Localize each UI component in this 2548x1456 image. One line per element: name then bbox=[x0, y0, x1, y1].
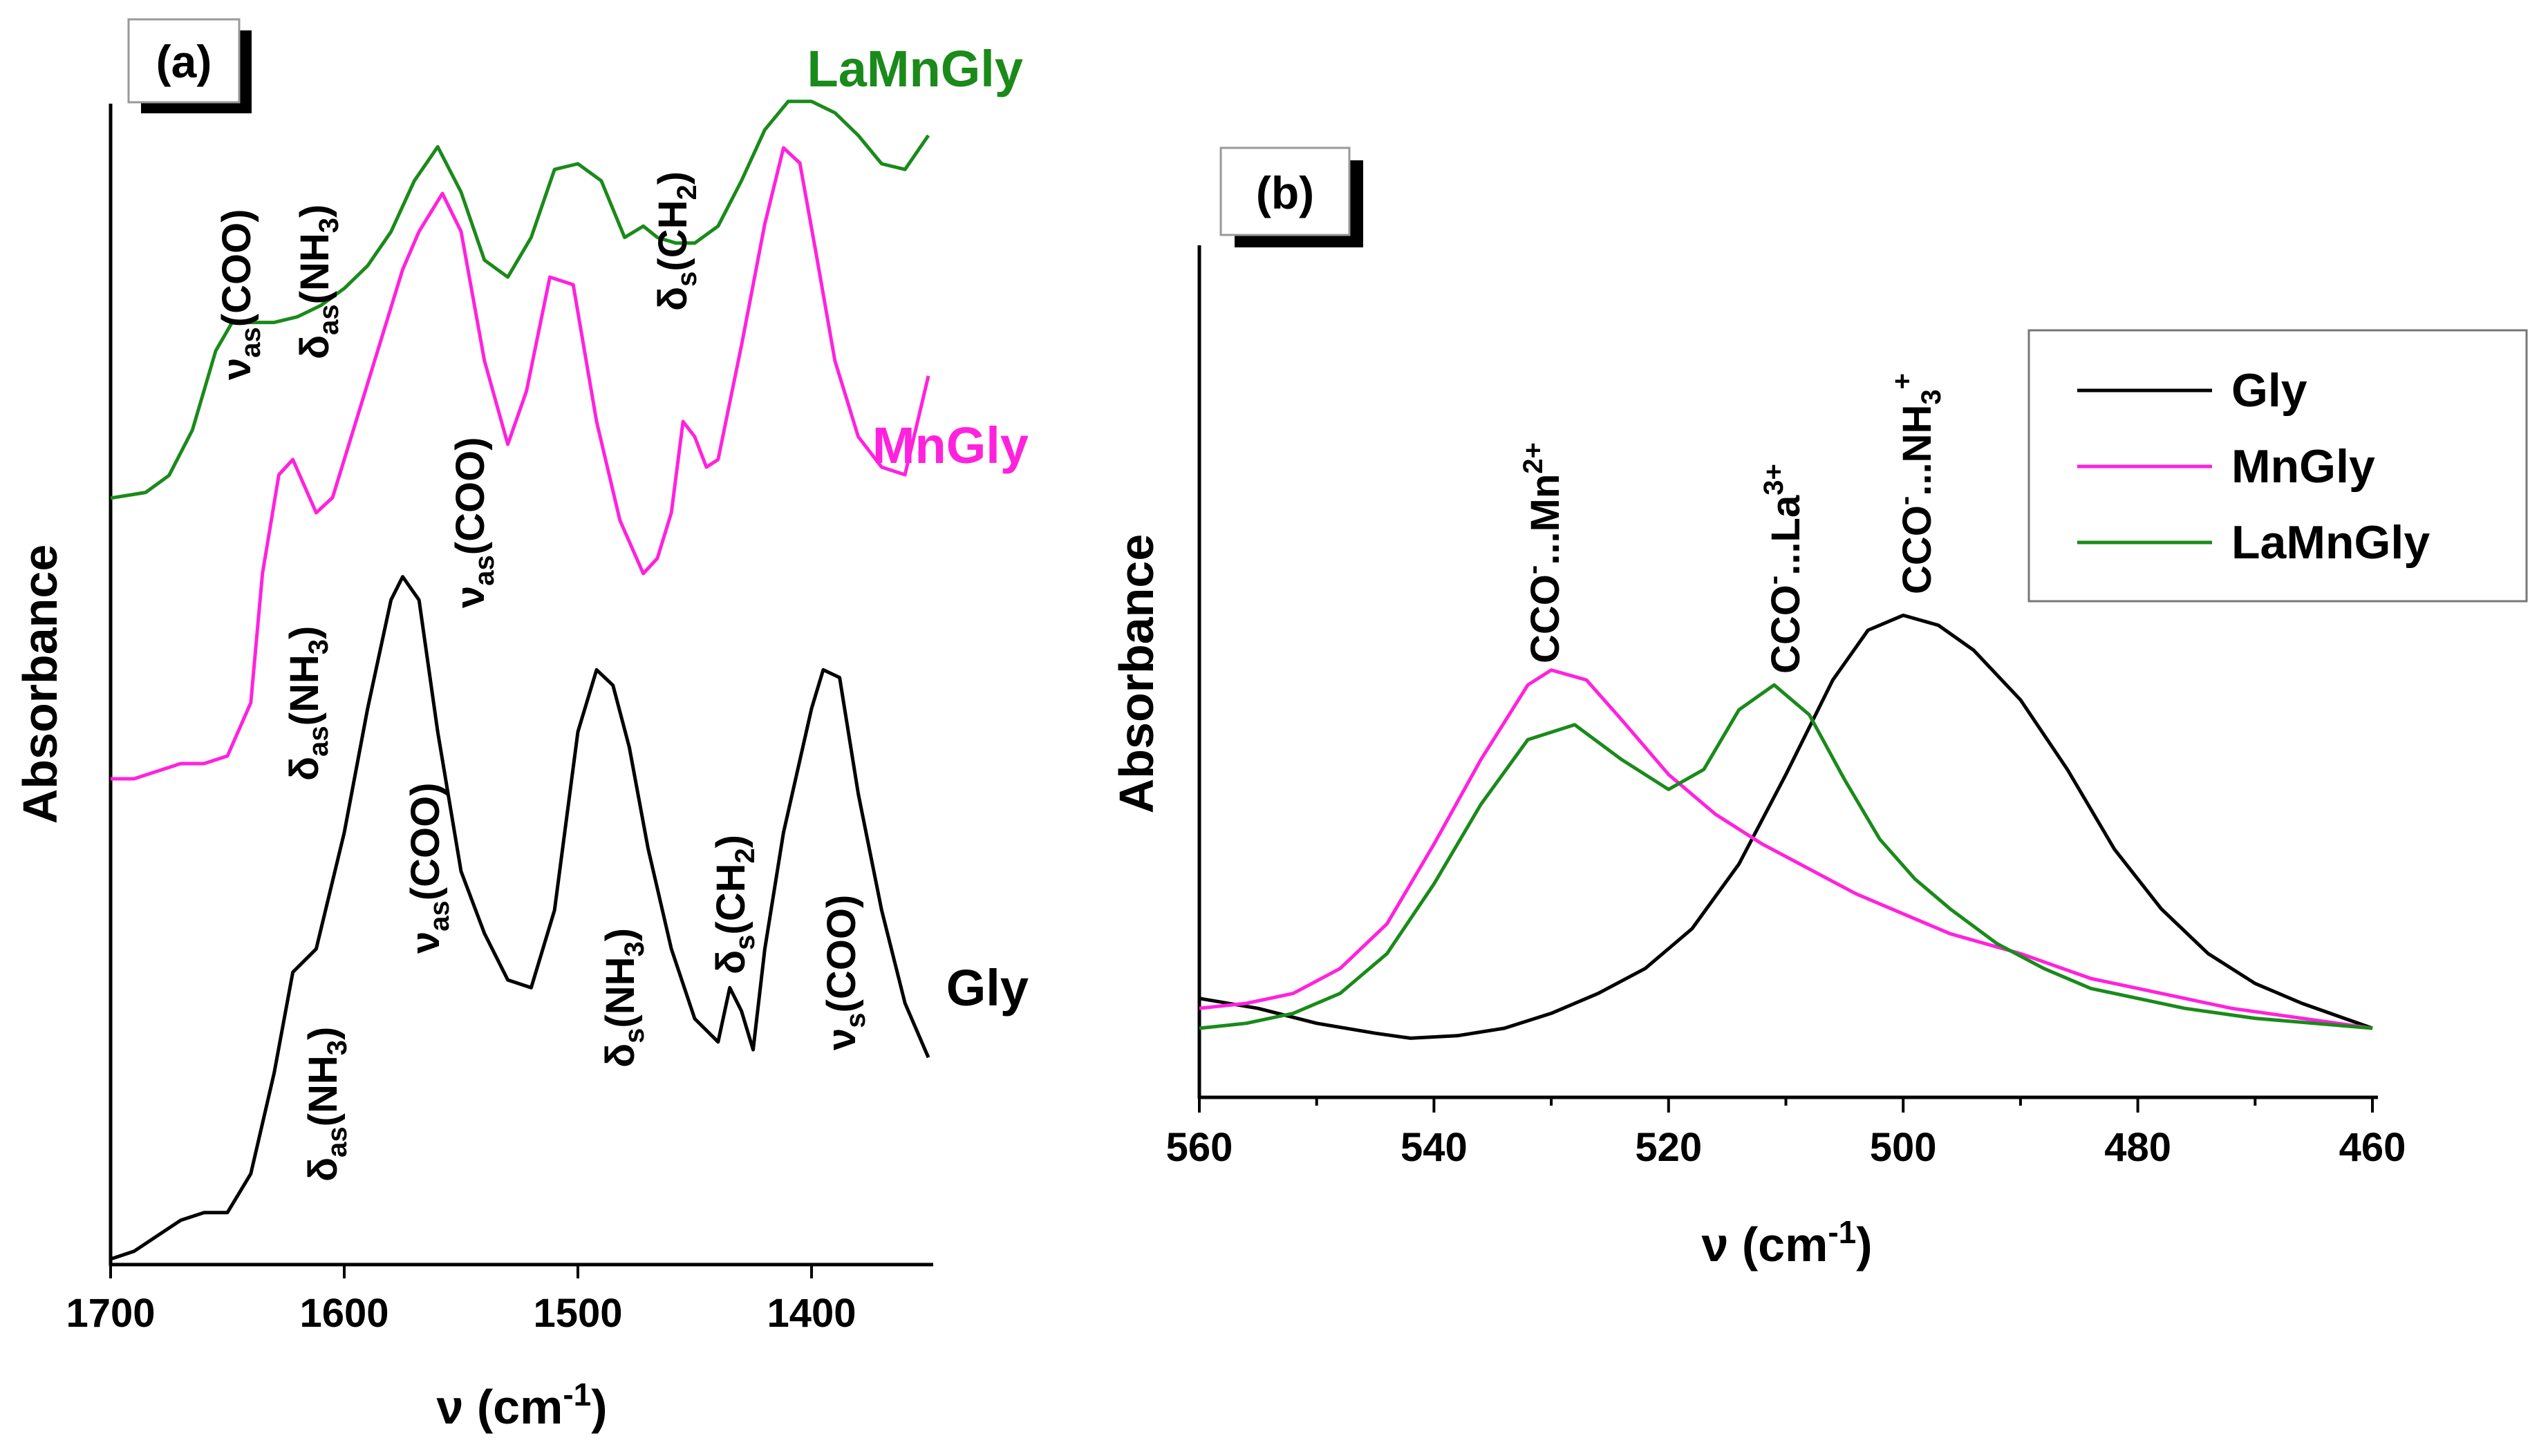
peak-lamngly-das-nh3: δas(NH3) bbox=[292, 205, 344, 359]
tick-label-b-460: 460 bbox=[2339, 1125, 2406, 1170]
tick-label-b-520: 520 bbox=[1635, 1125, 1702, 1170]
panel-a-label-box bbox=[127, 18, 241, 104]
panel-b-y-label: Absorbance bbox=[1109, 534, 1163, 814]
series-a-lamngly bbox=[110, 100, 930, 500]
tick-label-b-560: 560 bbox=[1166, 1125, 1233, 1170]
panel-b-label: (b) bbox=[1256, 167, 1314, 218]
panel-b-legend: Gly MnGly LaMnGly bbox=[2027, 329, 2528, 603]
tick-label-b-480: 480 bbox=[2104, 1125, 2171, 1170]
legend-label-lamngly: LaMnGly bbox=[2231, 516, 2430, 569]
peak-mngly-das-nh3: δas(NH3) bbox=[282, 626, 334, 781]
tick-label-a-1700: 1700 bbox=[66, 1291, 155, 1336]
panel-a-y-label: Absorbance bbox=[13, 545, 67, 824]
curve-label-lamngly: LaMnGly bbox=[807, 40, 1023, 97]
tick-label-a-1400: 1400 bbox=[767, 1291, 856, 1336]
peak-cco-nh3: CCO-...NH3+ bbox=[1887, 373, 1947, 594]
panel-a: (a) 1700 1600 1500 1400 Absorbance ν (cm-1)… bbox=[13, 18, 1029, 1434]
panel-a-x-label: ν (cm-1) bbox=[436, 1377, 607, 1434]
panel-a-label: (a) bbox=[156, 36, 212, 87]
panel-a-ticks: 1700 1600 1500 1400 bbox=[66, 1265, 856, 1336]
tick-label-a-1500: 1500 bbox=[533, 1291, 622, 1336]
peak-gly-das-nh3: δas(NH3) bbox=[301, 1027, 353, 1182]
peak-mngly-vas-coo: νas(COO) bbox=[448, 437, 500, 608]
panel-a-lines bbox=[110, 100, 930, 1261]
panel-b-ticks: 560 540 520 500 480 460 bbox=[1166, 1097, 2406, 1170]
series-b-mngly bbox=[1199, 668, 2373, 1030]
legend-label-mngly: MnGly bbox=[2231, 440, 2375, 493]
peak-lamngly-vas-coo: νas(COO) bbox=[214, 209, 266, 380]
tick-label-a-1600: 1600 bbox=[299, 1291, 388, 1336]
legend-label-gly: Gly bbox=[2231, 364, 2307, 417]
peak-lamngly-ds-ch2: δs(CH2) bbox=[650, 171, 702, 311]
peak-cco-mn: CCO-...Mn2+ bbox=[1518, 442, 1568, 663]
peak-gly-ds-ch2: δs(CH2) bbox=[709, 835, 760, 974]
tick-label-b-540: 540 bbox=[1401, 1125, 1468, 1170]
peak-gly-ds-nh3: δs(NH3) bbox=[598, 928, 650, 1068]
series-b-gly bbox=[1199, 613, 2373, 1040]
series-a-gly bbox=[110, 575, 930, 1261]
series-a-mngly bbox=[111, 146, 930, 781]
panel-b-x-label: ν (cm-1) bbox=[1701, 1214, 1872, 1271]
series-b-lamngly bbox=[1199, 683, 2373, 1030]
peak-gly-vs-coo: νs(COO) bbox=[819, 895, 871, 1050]
panel-b-lines bbox=[1199, 613, 2373, 1040]
peak-cco-la: CCO-...La3+ bbox=[1759, 464, 1808, 674]
peak-gly-vas-coo: νas(COO) bbox=[403, 782, 455, 954]
curve-label-mngly: MnGly bbox=[872, 417, 1029, 474]
tick-label-b-500: 500 bbox=[1870, 1125, 1937, 1170]
panel-b-label-box bbox=[1219, 146, 1351, 236]
panel-b: (b) 560 540 520 500 480 460 Absorbance ν (cm-… bbox=[1109, 146, 2528, 1271]
curve-label-gly: Gly bbox=[946, 959, 1029, 1017]
